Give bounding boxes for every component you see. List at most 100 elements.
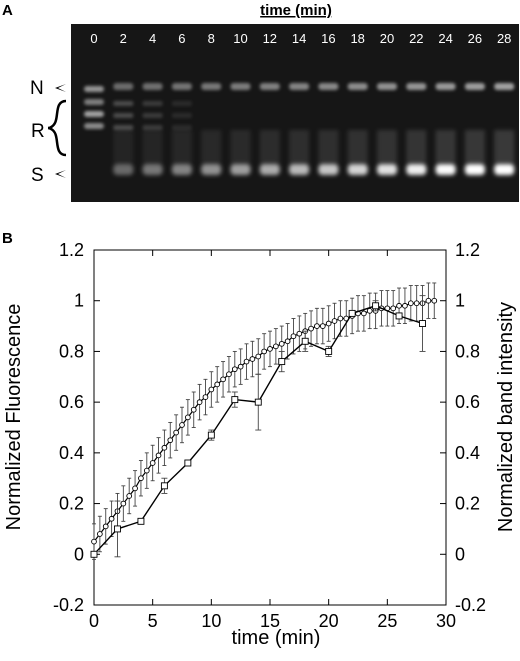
gel-band-s — [435, 164, 456, 175]
data-point-circle — [138, 475, 144, 482]
gel-band-s — [347, 164, 368, 175]
data-point-circle — [149, 460, 156, 466]
x-tick-label: 5 — [148, 611, 158, 631]
data-point-circle — [226, 371, 232, 378]
data-point-circle — [208, 386, 215, 393]
data-point-circle — [249, 356, 256, 362]
data-point-square — [419, 320, 426, 327]
data-point-circle — [185, 414, 191, 421]
data-point-circle — [296, 330, 303, 337]
lane-label: 18 — [350, 31, 364, 46]
data-point-circle — [167, 437, 174, 444]
x-tick-label: 20 — [319, 611, 339, 631]
y-tick-label-right: 1 — [455, 291, 465, 311]
y-tick-label-right: 0 — [455, 544, 465, 564]
gel-band-s — [201, 164, 222, 175]
gel-band — [84, 111, 104, 117]
lane-label: 0 — [90, 31, 97, 46]
data-point-circle — [390, 305, 397, 312]
gel-band-n — [464, 83, 485, 90]
gel-title: time (min) — [260, 2, 332, 19]
y-tick-label-left: -0.2 — [53, 595, 84, 615]
data-point-circle — [314, 323, 320, 329]
gel-band-n — [113, 83, 134, 90]
data-point-square — [231, 396, 239, 404]
data-point-circle — [396, 302, 402, 309]
data-point-circle — [102, 523, 109, 530]
y-tick-label-left: 1 — [74, 291, 84, 311]
gel-band-s — [171, 164, 192, 175]
data-point-square — [114, 525, 121, 533]
data-point-circle — [202, 394, 209, 400]
y-tick-label-left: 0.8 — [59, 341, 84, 361]
gel-band-s — [142, 164, 163, 175]
y-axis-title-right: Normalized band intensity — [495, 302, 517, 532]
gel-band-n — [318, 83, 339, 90]
data-point-circle — [361, 310, 367, 317]
data-point-circle — [413, 300, 420, 307]
y-tick-label-right: 0.8 — [455, 341, 480, 361]
data-point-circle — [284, 338, 291, 345]
data-point-circle — [161, 444, 168, 451]
arrow-s-icon — [55, 170, 66, 178]
lane-label: 10 — [233, 31, 247, 46]
gel-band-s — [377, 164, 397, 175]
gel-band-r — [113, 125, 134, 130]
y-tick-label-right: 0.2 — [455, 494, 480, 514]
panel-a-letter: A — [2, 2, 13, 19]
gel-band-n — [142, 83, 163, 90]
gel-band-s — [494, 164, 515, 175]
gel-smear — [171, 130, 192, 164]
gel-band-s — [289, 164, 310, 175]
brace-icon — [47, 99, 67, 157]
lane-label: 2 — [120, 31, 127, 46]
data-point-circle — [231, 366, 238, 373]
x-tick-label: 30 — [436, 611, 456, 631]
data-point-square — [325, 347, 333, 355]
lane-label: 24 — [438, 31, 452, 46]
gel-band — [84, 99, 104, 105]
gel-band — [84, 86, 104, 92]
gel-band-n — [259, 83, 280, 90]
data-point-square — [137, 517, 145, 525]
data-point-square — [160, 482, 168, 490]
y-tick-label-left: 0.6 — [59, 392, 84, 412]
data-point-circle — [143, 467, 150, 474]
lane-label: 8 — [208, 31, 215, 46]
data-point-circle — [91, 538, 97, 545]
data-point-square — [395, 312, 403, 320]
gel-band-s — [113, 164, 134, 175]
lane-label: 14 — [292, 31, 306, 46]
gel-band-r — [113, 113, 134, 118]
lane-label: 4 — [149, 31, 156, 46]
gel-band-r — [171, 101, 192, 106]
gel-band-n — [347, 83, 368, 90]
data-point-circle — [97, 531, 103, 537]
lane-label: 20 — [380, 31, 394, 46]
gel-band-n — [377, 83, 397, 90]
data-point-square — [207, 431, 215, 439]
gel-smear — [464, 130, 485, 164]
gel-band-s — [318, 164, 339, 175]
data-point-square — [254, 398, 262, 406]
gel-band-r — [142, 101, 163, 106]
data-point-circle — [214, 381, 221, 388]
data-point-circle — [308, 325, 314, 332]
gel-smear — [230, 130, 251, 164]
lane-label: 28 — [497, 31, 511, 46]
data-point-circle — [337, 315, 344, 322]
lane-label: 6 — [178, 31, 185, 46]
x-axis-title: time (min) — [232, 627, 321, 649]
y-axis-title-left: Normalized Fluorescence — [3, 304, 25, 531]
data-point-square — [278, 358, 286, 366]
data-point-circle — [325, 320, 332, 327]
gel-smear — [142, 130, 163, 164]
gel-smear — [201, 130, 222, 164]
x-tick-label: 25 — [377, 611, 397, 631]
gel-band-s — [406, 164, 427, 175]
x-tick-label: 10 — [201, 611, 221, 631]
lane-labels: 0 2 4 6 8 10 12 14 16 18 20 22 24 26 28 — [90, 31, 511, 46]
gel-band-n — [494, 83, 515, 90]
gel-band-n — [406, 83, 427, 90]
